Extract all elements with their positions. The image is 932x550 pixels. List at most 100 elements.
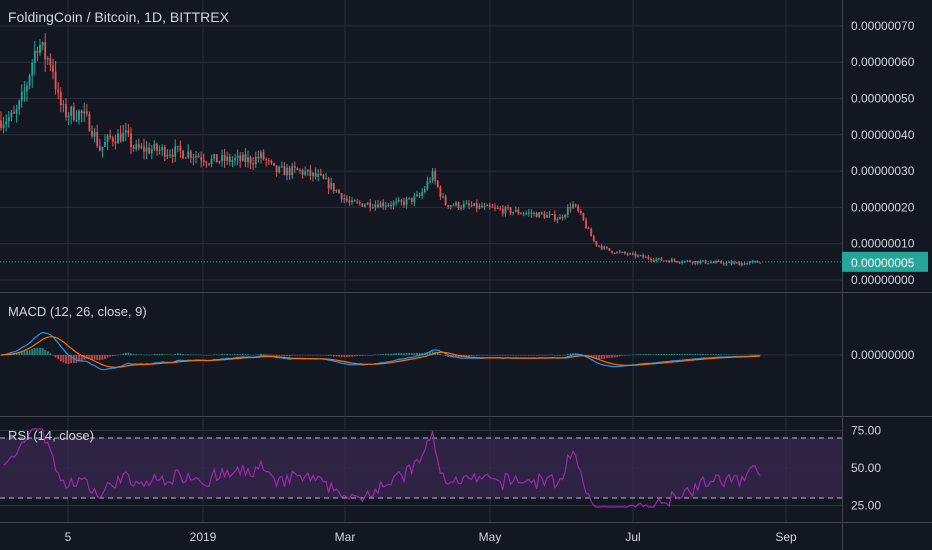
macd-histogram-bar [309, 355, 312, 356]
macd-histogram-bar [504, 355, 507, 356]
macd-histogram-bar [624, 355, 626, 356]
macd-histogram-bar [754, 354, 756, 355]
macd-histogram-bar [751, 354, 754, 355]
macd-histogram-bar [158, 354, 161, 355]
macd-histogram-bar [618, 355, 621, 357]
macd-histogram-bar [169, 354, 171, 355]
macd-histogram-bar [44, 349, 47, 355]
candle-body [145, 147, 148, 152]
candle-body [478, 205, 481, 209]
macd-histogram-bar [252, 354, 255, 356]
candle-body [439, 187, 442, 197]
candle-body [569, 206, 572, 209]
candle-body [20, 91, 23, 101]
macd-histogram-bar [691, 354, 694, 355]
macd-histogram-bar [80, 355, 83, 361]
candle-body [676, 260, 678, 263]
current-price-label: 0.00000005 [851, 256, 915, 270]
macd-histogram-bar [327, 355, 330, 357]
candle-body [260, 152, 262, 159]
candle-body [702, 260, 704, 262]
candle-body [595, 241, 598, 246]
candle-body [288, 167, 291, 176]
candle-body [522, 213, 525, 215]
macd-histogram-bar [663, 354, 665, 355]
macd-histogram-bar [650, 354, 652, 355]
price-pane [0, 33, 842, 267]
candle-body [455, 202, 457, 206]
candle-body [587, 227, 590, 229]
candle-body [304, 171, 307, 175]
candle-body [39, 45, 41, 54]
macd-histogram-bar [681, 354, 684, 355]
candle-body [293, 166, 296, 169]
candle-body [665, 260, 668, 262]
macd-histogram-bar [330, 355, 333, 356]
macd-histogram-bar [143, 354, 145, 356]
candle-body [540, 212, 543, 214]
candle-body [98, 145, 101, 151]
candle-body [670, 259, 673, 263]
candle-body [387, 205, 390, 207]
candle-body [600, 245, 603, 249]
macd-histogram-bar [236, 353, 239, 355]
macd-histogram-bar [738, 354, 741, 356]
price-tick-label: 0.00000070 [851, 19, 915, 33]
price-tick-label: 0.00000020 [851, 200, 915, 214]
macd-histogram-bar [278, 355, 281, 356]
candle-body [538, 212, 541, 218]
macd-histogram-bar [306, 355, 309, 356]
candle-body [62, 104, 65, 106]
current-price-badge [842, 251, 928, 272]
macd-histogram-bar [234, 354, 236, 355]
candle-body [353, 200, 356, 202]
candle-body [228, 156, 231, 163]
macd-histogram-bar [522, 355, 525, 356]
price-tick-label: 0.00000050 [851, 92, 915, 106]
macd-histogram-bar [304, 355, 307, 356]
candle-body [689, 260, 691, 263]
candle-body [49, 58, 52, 66]
candle-body [514, 209, 517, 212]
candle-body [26, 85, 28, 92]
candle-body [374, 204, 377, 208]
candle-body [13, 112, 15, 114]
macd-histogram-bar [96, 355, 99, 361]
macd-histogram-bar [93, 355, 96, 360]
macd-histogram-bar [57, 355, 60, 360]
candle-body [694, 261, 697, 264]
macd-histogram-bar [174, 353, 177, 355]
candle-body [634, 253, 637, 257]
candle-body [85, 111, 88, 114]
macd-histogram-bar [67, 355, 70, 364]
candle-body [88, 113, 91, 131]
candle-body [499, 208, 502, 210]
candle-body [496, 207, 499, 209]
price-tick-label: 0.00000040 [851, 128, 915, 142]
macd-histogram-bar [28, 349, 31, 355]
macd-histogram-bar [195, 354, 197, 355]
macd-histogram-bar [494, 354, 496, 356]
macd-histogram-bar [715, 354, 717, 355]
macd-histogram-bar [413, 353, 416, 355]
candle-body [161, 147, 164, 150]
candle-body [504, 207, 507, 214]
candle-body [548, 214, 551, 216]
candle-body [400, 200, 403, 202]
candle-body [751, 261, 754, 263]
candle-body [244, 154, 247, 163]
candle-body [678, 262, 681, 264]
candle-body [377, 204, 379, 208]
macd-histogram-bar [512, 355, 515, 356]
macd-histogram-bar [496, 354, 499, 356]
candle-body [608, 248, 611, 251]
macd-histogram-bar [119, 354, 122, 355]
candle-body [408, 197, 411, 199]
macd-histogram-bar [473, 355, 476, 356]
macd-histogram-bar [676, 354, 678, 355]
candle-body [153, 143, 156, 150]
rsi-pane [0, 428, 842, 508]
macd-histogram-bar [410, 353, 413, 355]
candle-body [239, 155, 242, 161]
